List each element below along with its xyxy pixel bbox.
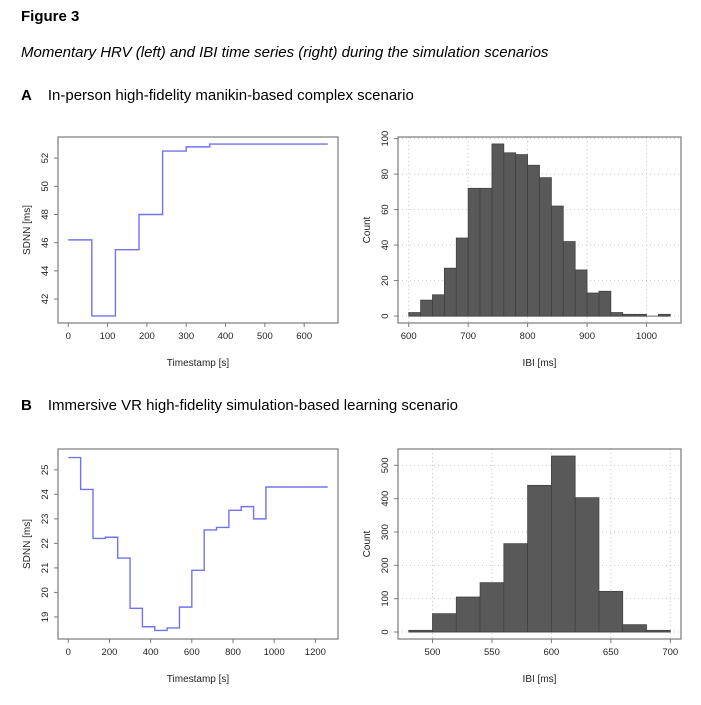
svg-text:SDNN [ms]: SDNN [ms]	[22, 205, 33, 255]
svg-text:100: 100	[380, 591, 391, 607]
svg-text:Timestamp [s]: Timestamp [s]	[167, 674, 230, 685]
panel-b-title: Immersive VR high-fidelity simulation-ba…	[47, 397, 459, 414]
svg-text:Count: Count	[362, 530, 373, 557]
svg-text:500: 500	[257, 331, 273, 342]
svg-text:0: 0	[66, 647, 71, 658]
svg-text:1000: 1000	[636, 331, 657, 342]
svg-text:25: 25	[40, 465, 51, 476]
chart-a-ibi-histogram: 600 700 800 900 1000 0 20 40 60 80 100 IBI [ms] Coun…	[360, 124, 695, 382]
chart-a-sdnn-timeseries: 0 100 200 300 400 500 600 42 44 46 48 50 52 Timestamp…	[20, 124, 352, 382]
svg-text:100: 100	[380, 131, 391, 147]
svg-text:22: 22	[40, 538, 51, 549]
svg-text:600: 600	[296, 331, 312, 342]
svg-text:650: 650	[603, 647, 619, 658]
svg-text:300: 300	[178, 331, 194, 342]
chart-b-ibi-histogram: 500 550 600 650 700 0 100 200 300 400 500 IBI [ms] C…	[360, 436, 695, 698]
svg-text:20: 20	[380, 275, 391, 286]
svg-text:500: 500	[425, 647, 441, 658]
svg-text:0: 0	[66, 331, 71, 342]
svg-text:52: 52	[40, 153, 51, 164]
figure-label: Figure 3	[21, 8, 80, 25]
svg-text:300: 300	[380, 524, 391, 540]
svg-text:60: 60	[380, 204, 391, 215]
svg-text:550: 550	[484, 647, 500, 658]
svg-text:Timestamp [s]: Timestamp [s]	[167, 358, 230, 369]
svg-text:IBI [ms]: IBI [ms]	[523, 674, 557, 685]
svg-text:20: 20	[40, 587, 51, 598]
svg-text:80: 80	[380, 169, 391, 180]
svg-text:40: 40	[380, 240, 391, 251]
svg-text:600: 600	[184, 647, 200, 658]
panel-b-letter: B	[21, 397, 32, 414]
svg-text:48: 48	[40, 209, 51, 220]
svg-text:0: 0	[380, 629, 391, 634]
chart-a-line-svg: 0 100 200 300 400 500 600 42 44 46 48 50 52 Timestamp…	[22, 136, 339, 369]
svg-text:800: 800	[225, 647, 241, 658]
svg-text:21: 21	[40, 563, 51, 574]
panel-a-heading: A In-person high-fidelity manikin-based c…	[21, 87, 414, 104]
panel-b-heading: B Immersive VR high-fidelity simulation-b…	[21, 397, 458, 414]
chart-b-sdnn-timeseries: 0 200 400 600 800 1000 1200 19 20 21 22 23 24 25 Times…	[20, 436, 352, 698]
svg-text:23: 23	[40, 514, 51, 525]
svg-text:600: 600	[543, 647, 559, 658]
svg-text:400: 400	[380, 491, 391, 507]
svg-text:0: 0	[380, 313, 391, 318]
svg-text:500: 500	[380, 457, 391, 473]
svg-text:200: 200	[139, 331, 155, 342]
panel-a-title: In-person high-fidelity manikin-based co…	[47, 87, 414, 104]
svg-text:SDNN [ms]: SDNN [ms]	[22, 519, 33, 569]
svg-text:24: 24	[40, 489, 51, 500]
svg-text:200: 200	[102, 647, 118, 658]
svg-text:1000: 1000	[264, 647, 285, 658]
svg-text:IBI [ms]: IBI [ms]	[523, 358, 557, 369]
svg-text:900: 900	[579, 331, 595, 342]
figure-caption: Momentary HRV (left) and IBI time series…	[21, 44, 549, 61]
svg-text:50: 50	[40, 181, 51, 192]
svg-text:400: 400	[143, 647, 159, 658]
svg-text:400: 400	[218, 331, 234, 342]
chart-a-hist-svg: 600 700 800 900 1000 0 20 40 60 80 100 IBI [ms] Coun…	[362, 131, 682, 369]
svg-text:1200: 1200	[305, 647, 326, 658]
svg-text:19: 19	[40, 612, 51, 623]
chart-b-line-svg: 0 200 400 600 800 1000 1200 19 20 21 22 23 24 25 Times…	[22, 448, 339, 685]
svg-text:42: 42	[40, 294, 51, 305]
svg-text:100: 100	[100, 331, 116, 342]
svg-text:600: 600	[401, 331, 417, 342]
svg-text:Count: Count	[362, 216, 373, 243]
svg-text:700: 700	[460, 331, 476, 342]
svg-text:200: 200	[380, 557, 391, 573]
chart-b-hist-svg: 500 550 600 650 700 0 100 200 300 400 500 IBI [ms] C…	[362, 448, 682, 685]
svg-text:44: 44	[40, 266, 51, 277]
svg-text:700: 700	[662, 647, 678, 658]
svg-text:800: 800	[520, 331, 536, 342]
svg-text:46: 46	[40, 237, 51, 248]
panel-a-letter: A	[21, 87, 32, 104]
